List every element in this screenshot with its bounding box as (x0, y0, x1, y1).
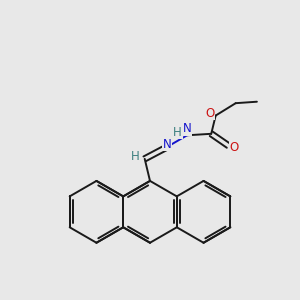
Text: O: O (205, 107, 214, 120)
Text: O: O (230, 141, 239, 154)
Text: N: N (183, 122, 191, 135)
Text: N: N (163, 138, 172, 151)
Text: H: H (131, 150, 140, 163)
Text: H: H (173, 126, 182, 139)
